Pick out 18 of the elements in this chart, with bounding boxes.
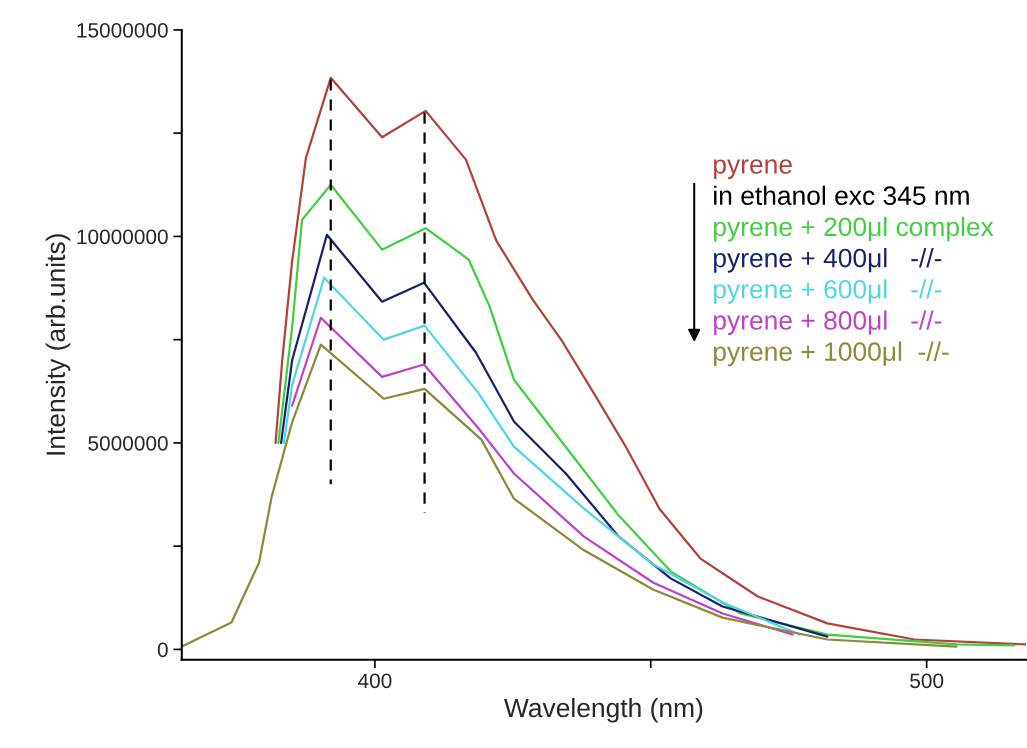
x-tick-label: 500	[910, 673, 944, 689]
y-tick-label: 10000000	[77, 229, 168, 245]
y-axis-title: Intensity (arb.units)	[45, 234, 71, 455]
text: pyrene + 800μl -//-	[714, 310, 942, 336]
text: pyrene + 400μl -//-	[714, 248, 942, 273]
line-series	[181, 343, 958, 648]
x-tick-label: 400	[358, 673, 392, 689]
annotation: in ethanol exc 345 nm	[714, 185, 969, 206]
y-tick-label: 5000000	[88, 435, 168, 451]
text: pyrene	[714, 159, 792, 180]
y-tick-label: 0	[157, 642, 168, 658]
x-axis-title: Wavelength (nm)	[504, 697, 703, 723]
text: pyrene + 200μl complex	[714, 216, 994, 242]
text: pyrene + 1000μl -//-	[714, 341, 949, 367]
text: pyrene + 600μl -//-	[714, 279, 942, 304]
line-series	[277, 183, 1015, 647]
line-series	[274, 76, 1026, 646]
y-tick-label: 15000000	[77, 22, 168, 38]
